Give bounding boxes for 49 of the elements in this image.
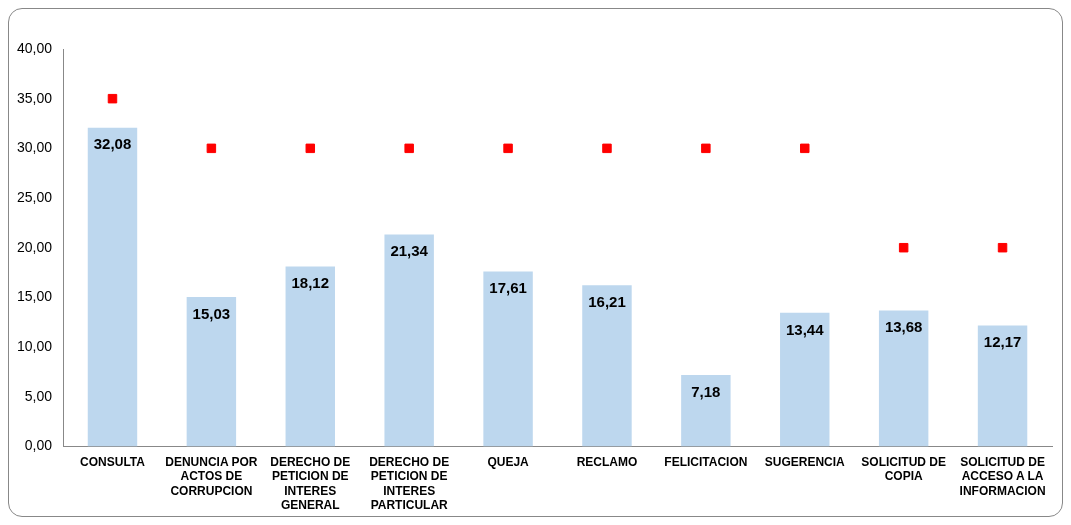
y-tick-label: 20,00: [16, 238, 53, 255]
x-tick-label: CONSULTA: [80, 454, 146, 469]
x-tick-label: DENUNCIA POR ACTOS DE CORRUPCION: [165, 454, 258, 498]
x-tick-label: SUGERENCIA: [764, 454, 846, 469]
x-tick-label: DERECHO DE PETICION DE INTERES PARTICULAR: [369, 454, 450, 513]
bar: [878, 310, 929, 447]
y-tick-label: 30,00: [16, 139, 53, 156]
data-label: 13,68: [884, 318, 923, 336]
bar: [285, 266, 335, 447]
bar: [483, 271, 533, 447]
data-label: 21,34: [390, 242, 429, 260]
x-tick-label: SOLICITUD DE COPIA: [861, 454, 946, 484]
x-tick-label: DERECHO DE PETICION DE INTERES GENERAL: [270, 454, 351, 513]
data-label: 15,03: [192, 304, 231, 322]
bar: [582, 285, 632, 447]
point: [503, 143, 513, 154]
data-label: 12,17: [983, 333, 1022, 351]
data-label: 16,21: [588, 292, 626, 310]
data-label: 13,44: [785, 320, 825, 338]
bar: [780, 312, 830, 447]
bar: [681, 375, 731, 447]
x-tick-label: QUEJA: [487, 454, 530, 469]
data-label: 32,08: [93, 135, 132, 153]
bar: [186, 297, 237, 447]
point: [800, 143, 810, 154]
bar: [87, 127, 138, 447]
point: [602, 143, 612, 154]
data-label: 17,61: [489, 279, 527, 297]
y-tick-label: 25,00: [16, 188, 53, 205]
bar: [977, 325, 1028, 447]
point: [898, 242, 909, 253]
x-tick-label: RECLAMO: [576, 454, 638, 469]
y-tick-label: 15,00: [16, 288, 53, 305]
point: [107, 93, 118, 104]
y-tick-label: 0,00: [24, 437, 53, 454]
point: [206, 143, 217, 154]
data-label: 18,12: [291, 274, 330, 292]
point: [701, 143, 711, 154]
bar: [384, 234, 434, 447]
data-label: 7,18: [691, 382, 721, 400]
point: [997, 242, 1008, 253]
y-tick-label: 10,00: [16, 337, 53, 354]
point: [305, 143, 316, 154]
y-tick-label: 40,00: [16, 39, 53, 56]
point: [404, 143, 414, 154]
x-tick-label: SOLICITUD DE ACCESO A LA INFORMACION: [959, 454, 1046, 498]
x-tick-label: FELICITACION: [664, 454, 748, 469]
y-tick-label: 35,00: [16, 89, 53, 106]
y-tick-label: 5,00: [24, 387, 53, 404]
